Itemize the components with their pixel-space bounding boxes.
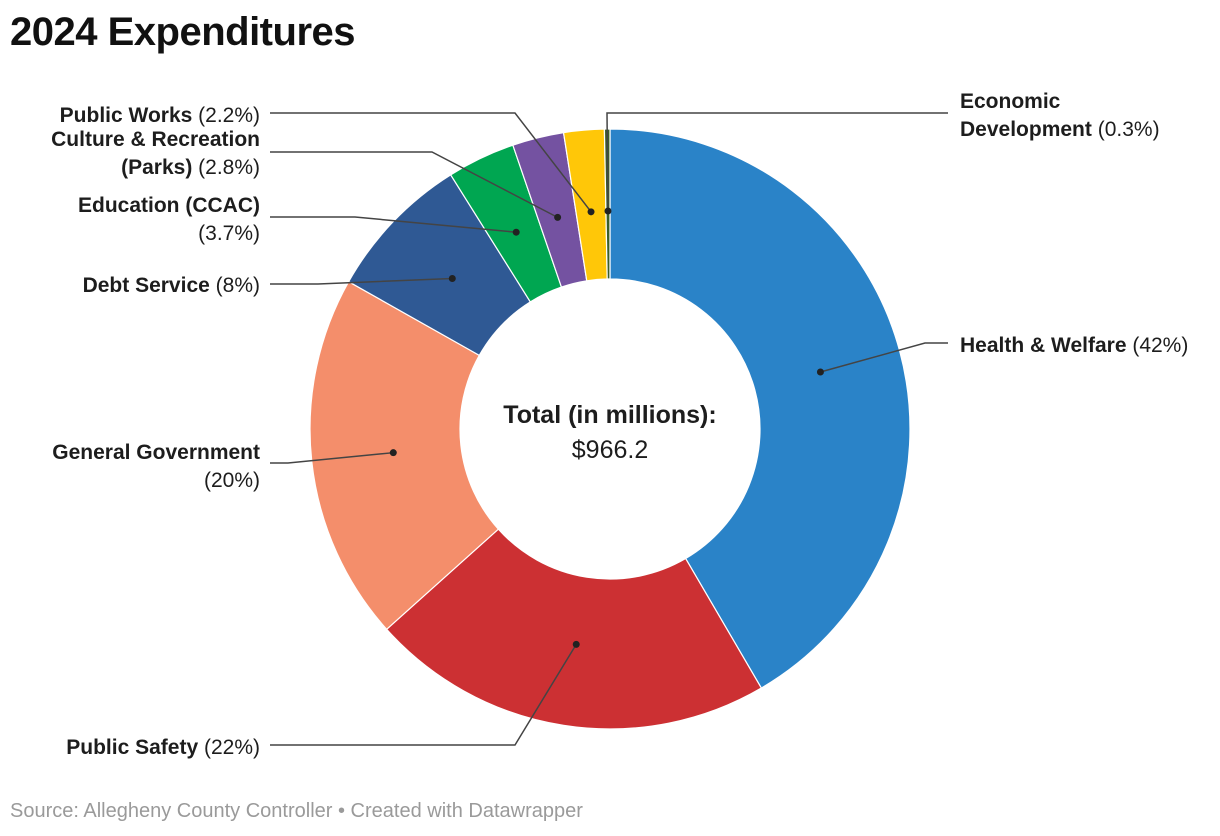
slice-label-percent: (2.2%) <box>192 104 260 127</box>
slice-label-name: (Parks) <box>121 156 192 179</box>
center-total-label: Total (in millions): <box>503 401 716 429</box>
leader-dot-economic-development <box>604 207 612 215</box>
slice-public-safety[interactable] <box>385 528 763 730</box>
slice-label-debt-service: Debt Service (8%) <box>83 274 260 297</box>
slice-label-general-government: General Government (20%) <box>52 441 260 492</box>
slice-labels-layer: Health & Welfare (42%) Public Safety (22%… <box>51 90 1188 759</box>
slice-label-public-works: Public Works (2.2%) <box>60 104 260 127</box>
leader-line-general-government <box>270 451 394 464</box>
slice-label-name: Debt Service <box>83 274 210 297</box>
slice-label-percent: (42%) <box>1127 334 1189 357</box>
slice-label-percent: (8%) <box>210 274 260 297</box>
leader-dot-education-ccac <box>512 228 520 236</box>
leader-line-debt-service <box>270 277 453 285</box>
source-name: Allegheny County Controller <box>83 800 333 822</box>
center-total-value: $966.2 <box>572 436 648 464</box>
leader-dot-culture-recreation-parks <box>554 213 562 221</box>
slice-label-name: Health & Welfare <box>960 334 1127 357</box>
slice-general-government[interactable] <box>309 280 500 631</box>
leader-dot-public-works <box>587 208 595 216</box>
leader-line-education-ccac <box>270 216 517 233</box>
source-prefix: Source: <box>10 800 84 822</box>
source-footer: Source: Allegheny County Controller • Cr… <box>10 800 583 823</box>
slice-label-name: General Government <box>52 441 260 464</box>
leader-line-public-safety <box>270 643 577 746</box>
slice-health-welfare[interactable] <box>609 128 911 689</box>
leader-dot-debt-service <box>448 274 456 282</box>
slice-label-education-ccac: Education (CCAC) (3.7%) <box>78 194 260 245</box>
leader-lines-layer <box>270 112 948 746</box>
slice-label-name: Education (CCAC) <box>78 194 260 217</box>
leader-line-economic-development <box>606 112 948 212</box>
slice-label-name: Development <box>960 118 1092 141</box>
slice-label-name: Economic <box>960 90 1061 113</box>
slice-label-name: Public Safety <box>66 736 198 759</box>
leader-dot-health-welfare <box>816 368 824 376</box>
leader-line-public-works <box>270 112 592 213</box>
slice-label-public-safety: Public Safety (22%) <box>66 736 260 759</box>
leader-line-culture-recreation-parks <box>270 151 558 219</box>
slice-label-name: Culture & Recreation <box>51 128 260 151</box>
slice-label-culture-recreation-parks: Culture & Recreation (Parks) (2.8%) <box>51 128 260 179</box>
leader-dot-general-government <box>389 449 397 457</box>
slice-label-percent: (20%) <box>204 469 260 492</box>
leader-line-health-welfare <box>820 342 948 373</box>
chart-title: 2024 Expenditures <box>10 10 356 54</box>
slice-label-name: Public Works <box>60 104 193 127</box>
slice-label-percent: (22%) <box>198 736 260 759</box>
slices-layer <box>309 128 911 730</box>
created-with: Created with Datawrapper <box>350 800 583 822</box>
slice-label-percent: (0.3%) <box>1092 118 1160 141</box>
slice-label-percent: (2.8%) <box>192 156 260 179</box>
slice-label-economic-development: Economic Development (0.3%) <box>960 90 1160 141</box>
slice-label-percent: (3.7%) <box>198 222 260 245</box>
source-separator: • <box>332 800 351 822</box>
leader-dot-public-safety <box>572 640 580 648</box>
slice-label-health-welfare: Health & Welfare (42%) <box>960 334 1188 357</box>
